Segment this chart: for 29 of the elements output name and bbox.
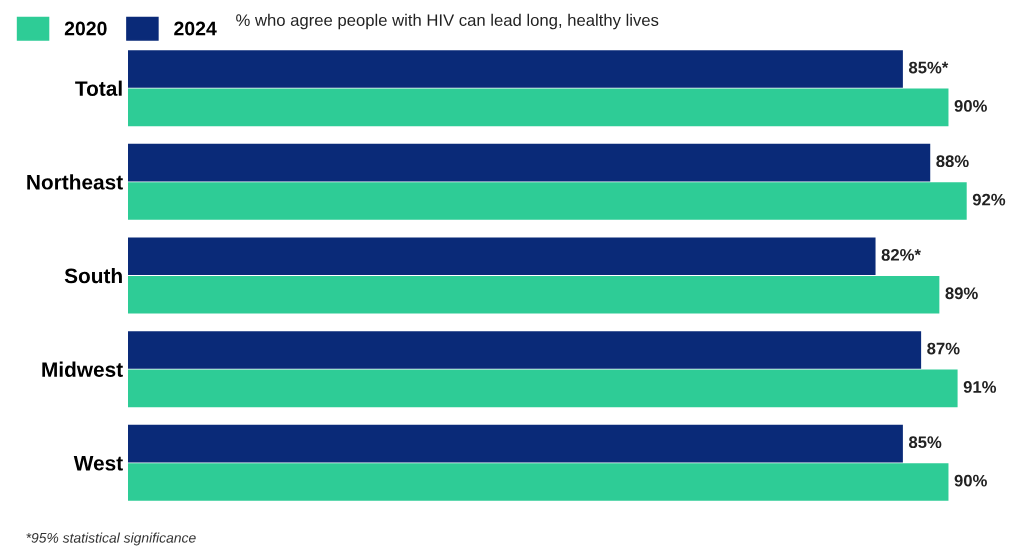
data-label: 91%: [963, 381, 997, 393]
bar: [128, 369, 958, 408]
data-label: 82%*: [881, 248, 921, 261]
y-tick-label: Midwest: [42, 361, 123, 377]
bar: [128, 182, 967, 220]
bar: [128, 275, 940, 314]
chart-title: % who agree people with HIV can lead long, healthy lives: [236, 13, 659, 30]
y-tick-label: South: [64, 267, 122, 284]
data-label: 92%: [972, 193, 1006, 206]
bar: [128, 50, 903, 88]
y-tick-label: Total: [75, 80, 122, 96]
data-label: 90%: [954, 474, 987, 487]
data-label: 90%: [954, 100, 987, 112]
bar: [128, 143, 931, 182]
data-label: 88%: [936, 155, 969, 168]
bar: [128, 88, 949, 127]
data-label: 89%: [945, 287, 978, 300]
y-tick-label: Northeast: [27, 174, 123, 190]
legend-label: 2020: [64, 21, 107, 36]
data-label: 85%: [908, 436, 942, 449]
bar: [128, 424, 903, 463]
legend-label: 2024: [174, 21, 217, 36]
bar: [128, 463, 949, 501]
bar: [128, 237, 876, 276]
bar: [128, 331, 922, 369]
text: *95% statistical significance: [26, 532, 196, 546]
data-label: 87%: [927, 342, 960, 355]
y-tick-label: West: [73, 456, 123, 471]
data-label: 85%*: [908, 61, 949, 74]
